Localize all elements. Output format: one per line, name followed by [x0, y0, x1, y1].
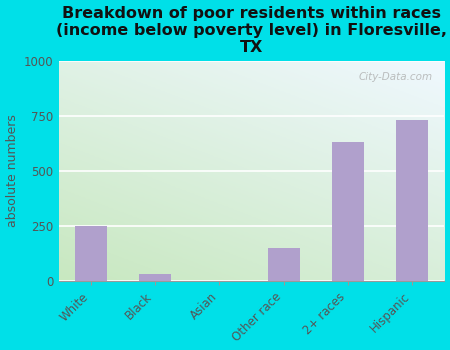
Bar — [268, 248, 300, 281]
Bar — [139, 274, 171, 281]
Y-axis label: absolute numbers: absolute numbers — [5, 114, 18, 228]
Title: Breakdown of poor residents within races
(income below poverty level) in Floresv: Breakdown of poor residents within races… — [56, 6, 447, 55]
Bar — [396, 120, 428, 281]
Text: City-Data.com: City-Data.com — [359, 72, 433, 82]
Bar — [332, 142, 364, 281]
Bar — [75, 226, 107, 281]
